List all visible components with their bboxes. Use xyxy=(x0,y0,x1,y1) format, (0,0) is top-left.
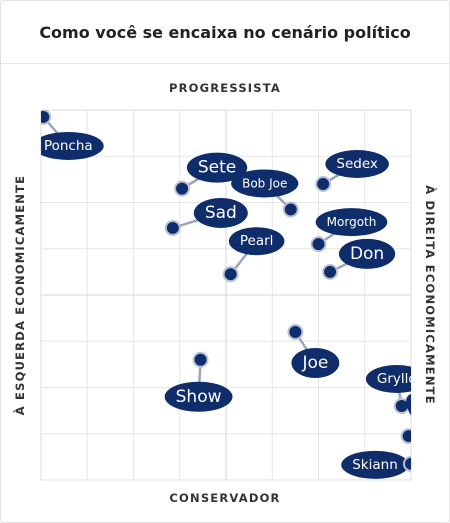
point-joe xyxy=(287,324,304,340)
chart-title: Como você se encaixa no cenário político xyxy=(39,22,411,42)
data-marks: Poncha Sete Bob Joe Sedex Sad Morgoth Pearl Don… xyxy=(41,110,450,479)
bubble-shape-joe xyxy=(291,348,340,378)
axis-label-conservative: CONSERVADOR xyxy=(169,491,281,505)
point-label: Skiann xyxy=(352,457,398,473)
axis-label-progressive: PROGRESSISTA xyxy=(168,81,282,95)
bubble-shape-sedex xyxy=(325,150,389,178)
bubble-shape-pearl xyxy=(228,227,285,256)
bubble-skiann: Skiann xyxy=(341,450,409,479)
point-sete xyxy=(174,180,191,197)
bubble-poncha: Poncha xyxy=(41,131,104,160)
point-label: Joe xyxy=(301,353,328,373)
bubble-show: Show xyxy=(164,381,233,412)
point-label: Yellow xyxy=(410,397,450,438)
bubble-bob-joe: Bob Joe xyxy=(231,169,299,198)
bubble-sete: Sete xyxy=(186,152,248,183)
point-poncha xyxy=(41,110,52,125)
bubble-shape-poncha xyxy=(41,131,104,160)
point-yellow xyxy=(400,428,411,445)
point-label: Sedex xyxy=(336,156,378,172)
point-morgoth xyxy=(310,236,327,253)
bubble-sad: Sad xyxy=(193,197,248,228)
point-label: Sad xyxy=(205,203,237,223)
point-sedex xyxy=(315,176,332,192)
connector-yellow xyxy=(407,432,411,438)
point-pearl xyxy=(222,266,239,283)
point-label: Poncha xyxy=(44,138,93,154)
point-label: Morgoth xyxy=(327,215,377,229)
bubble-don: Don xyxy=(338,238,396,269)
bubble-shape-skiann xyxy=(341,450,409,479)
bubble-gryllo: Gryllo xyxy=(365,365,417,393)
bubble-shape-show xyxy=(164,381,233,412)
bubble-shape-don xyxy=(338,238,396,269)
point-label: Bob Joe xyxy=(242,176,287,190)
point-label: Gryllo xyxy=(377,371,417,387)
point-label: Show xyxy=(176,387,222,407)
point-label: Don xyxy=(350,244,384,264)
bubble-morgoth: Morgoth xyxy=(315,208,388,237)
bubble-shape-morgoth xyxy=(315,208,388,237)
point-don xyxy=(322,263,339,280)
point-bob-joe xyxy=(282,201,299,218)
point-label: Pearl xyxy=(240,233,274,249)
point-sad xyxy=(164,219,181,236)
bubble-shape-bob-joe xyxy=(231,169,299,198)
bubble-shape-sete xyxy=(186,152,248,183)
point-skiann xyxy=(403,455,411,472)
bubble-shape-sad xyxy=(193,197,248,228)
point-show xyxy=(192,351,209,368)
bubble-shape-gryllo xyxy=(365,365,411,393)
bubble-joe: Joe xyxy=(291,348,340,378)
bubble-sedex: Sedex xyxy=(325,150,389,178)
bubble-pearl: Pearl xyxy=(228,227,285,256)
chart-header: Como você se encaixa no cenário político xyxy=(1,1,449,64)
point-label: Sete xyxy=(198,158,236,178)
